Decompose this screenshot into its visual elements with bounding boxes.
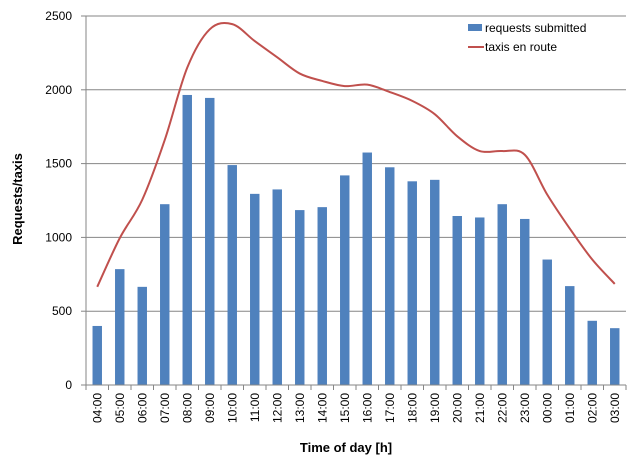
legend-label-requests: requests submitted xyxy=(485,21,586,35)
x-tick-label: 11:00 xyxy=(248,393,262,422)
x-tick-label: 17:00 xyxy=(383,393,397,423)
bar xyxy=(340,175,350,385)
bar xyxy=(542,259,552,385)
bar xyxy=(565,286,575,385)
bar xyxy=(317,207,327,385)
y-tick-label: 1000 xyxy=(45,230,72,244)
bar xyxy=(205,97,215,385)
bar xyxy=(182,94,192,385)
bar xyxy=(587,320,597,385)
bar xyxy=(385,167,395,385)
x-tick-label: 08:00 xyxy=(180,393,194,423)
bar xyxy=(272,189,282,385)
x-tick-label: 10:00 xyxy=(225,393,239,423)
x-tick-label: 22:00 xyxy=(495,393,509,423)
bar xyxy=(137,286,147,385)
x-tick-label: 03:00 xyxy=(608,393,622,423)
x-tick-labels: 04:00 05:00 06:00 07:00 08:00 09:00 10:00 11:00… xyxy=(90,393,622,423)
grid-layer xyxy=(86,15,626,312)
x-tick-label: 19:00 xyxy=(428,393,442,423)
legend-label-taxis: taxis en route xyxy=(485,40,557,54)
bar xyxy=(92,325,102,385)
bar xyxy=(250,193,260,385)
x-tick-label: 09:00 xyxy=(203,393,217,423)
x-tick-label: 07:00 xyxy=(158,393,172,423)
bar xyxy=(362,152,372,385)
x-tick-label: 02:00 xyxy=(585,393,599,423)
x-tick-label: 18:00 xyxy=(405,393,419,423)
x-tick-label: 06:00 xyxy=(135,393,149,423)
x-tick-label: 04:00 xyxy=(90,393,104,423)
y-tick-label: 1500 xyxy=(45,157,72,171)
bar xyxy=(407,181,417,385)
y-tick-label: 2500 xyxy=(45,9,72,23)
bar xyxy=(160,204,170,385)
y-tick-label: 500 xyxy=(52,304,72,318)
x-tick-label: 14:00 xyxy=(315,393,329,423)
bar xyxy=(475,217,485,385)
x-tick-label: 12:00 xyxy=(270,393,284,423)
bar xyxy=(295,210,305,385)
x-tick-label: 21:00 xyxy=(473,393,487,423)
y-axis-title: Requests/taxis xyxy=(10,153,25,245)
x-tick-label: 00:00 xyxy=(540,393,554,423)
bar xyxy=(227,165,237,385)
x-tick-label: 16:00 xyxy=(360,393,374,423)
x-axis-title: Time of day [h] xyxy=(300,440,392,455)
y-tick-labels: 0 500 1000 1500 2000 2500 xyxy=(45,9,72,392)
x-tick-label: 01:00 xyxy=(563,393,577,423)
x-tick-label: 05:00 xyxy=(113,393,127,423)
x-tick-label: 15:00 xyxy=(338,393,352,423)
legend: requests submitted taxis en route xyxy=(468,21,586,54)
axis-layer xyxy=(81,15,627,390)
bar xyxy=(520,218,530,385)
bar xyxy=(452,215,462,385)
bar xyxy=(610,328,620,385)
bar-layer xyxy=(92,94,620,385)
x-tick-label: 20:00 xyxy=(450,393,464,423)
x-tick-label: 13:00 xyxy=(293,393,307,423)
bar xyxy=(430,179,440,385)
x-tick-label: 23:00 xyxy=(518,393,532,423)
y-tick-label: 0 xyxy=(65,378,72,392)
bar xyxy=(115,269,125,385)
y-tick-label: 2000 xyxy=(45,83,72,97)
legend-swatch-requests xyxy=(468,24,482,31)
line-taxis-en-route xyxy=(96,21,616,288)
line-layer xyxy=(96,21,616,288)
bar xyxy=(497,204,507,385)
